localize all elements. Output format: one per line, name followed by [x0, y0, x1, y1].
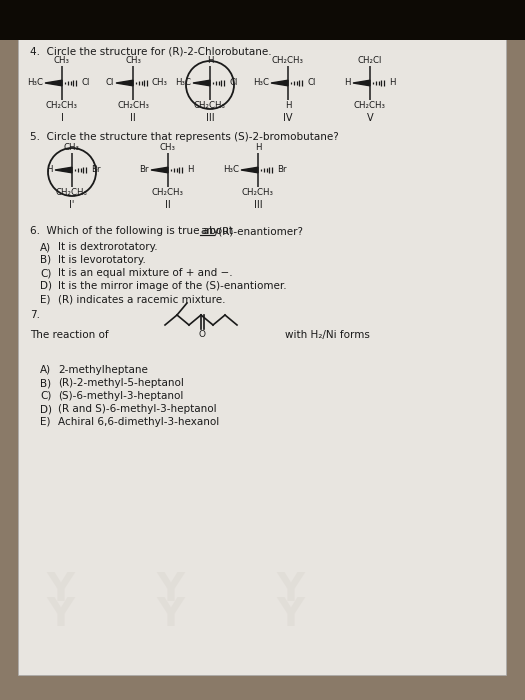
Text: H₃C: H₃C: [27, 78, 43, 87]
Polygon shape: [151, 167, 168, 173]
Text: (R)-2-methyl-5-heptanol: (R)-2-methyl-5-heptanol: [58, 378, 184, 388]
Text: (R and S)-6-methyl-3-heptanol: (R and S)-6-methyl-3-heptanol: [58, 404, 217, 414]
Text: Cl: Cl: [81, 78, 89, 87]
Polygon shape: [241, 167, 258, 173]
Text: It is the mirror image of the (S)-enantiomer.: It is the mirror image of the (S)-enanti…: [58, 281, 287, 291]
Text: CH₃: CH₃: [125, 56, 141, 65]
Text: Y: Y: [156, 571, 184, 609]
Text: 5.  Circle the structure that represents (S)-2-bromobutane?: 5. Circle the structure that represents …: [30, 132, 339, 142]
Text: A): A): [40, 365, 51, 375]
Text: Cl: Cl: [307, 78, 316, 87]
Text: 4.  Circle the structure for (R)-2-Chlorobutane.: 4. Circle the structure for (R)-2-Chloro…: [30, 47, 271, 57]
Text: any: any: [200, 226, 219, 236]
Text: It is levorotatory.: It is levorotatory.: [58, 255, 146, 265]
Text: Y: Y: [156, 596, 184, 634]
Text: I: I: [60, 113, 64, 123]
Text: CH₂Cl: CH₂Cl: [358, 56, 382, 65]
Text: Cl: Cl: [229, 78, 237, 87]
Text: A): A): [40, 242, 51, 252]
Text: C): C): [40, 268, 51, 278]
Polygon shape: [45, 80, 62, 86]
Text: E): E): [40, 294, 50, 304]
Text: CH₂CH₃: CH₂CH₃: [194, 101, 226, 110]
Polygon shape: [55, 167, 72, 173]
Text: CH₂CH₃: CH₂CH₃: [117, 101, 149, 110]
Text: H₃C: H₃C: [223, 165, 239, 174]
Text: CH₂CH₃: CH₂CH₃: [354, 101, 386, 110]
Text: H: H: [47, 165, 53, 174]
Text: D): D): [40, 281, 52, 291]
Text: (S)-6-methyl-3-heptanol: (S)-6-methyl-3-heptanol: [58, 391, 183, 401]
Text: H: H: [207, 56, 213, 65]
Text: II: II: [165, 200, 171, 210]
Text: E): E): [40, 417, 50, 427]
Text: B): B): [40, 378, 51, 388]
Text: 2-methylheptane: 2-methylheptane: [58, 365, 148, 375]
Polygon shape: [193, 80, 210, 86]
Text: II: II: [130, 113, 136, 123]
Text: D): D): [40, 404, 52, 414]
Text: CH₂CH₃: CH₂CH₃: [152, 188, 184, 197]
Text: I': I': [69, 200, 75, 210]
Text: CH₃: CH₃: [160, 143, 176, 152]
Text: H: H: [344, 78, 351, 87]
Text: CH₂CH₃: CH₂CH₃: [56, 188, 88, 197]
Text: It is an equal mixture of + and −.: It is an equal mixture of + and −.: [58, 268, 233, 278]
Polygon shape: [116, 80, 133, 86]
Text: Y: Y: [46, 571, 74, 609]
FancyBboxPatch shape: [0, 0, 525, 40]
Text: Br: Br: [277, 165, 287, 174]
Text: H₃C: H₃C: [175, 78, 191, 87]
Text: H: H: [187, 165, 194, 174]
Text: III: III: [206, 113, 214, 123]
Text: H: H: [255, 143, 261, 152]
Text: CH₂CH₃: CH₂CH₃: [46, 101, 78, 110]
Text: Y: Y: [46, 596, 74, 634]
Text: Achiral 6,6-dimethyl-3-hexanol: Achiral 6,6-dimethyl-3-hexanol: [58, 417, 219, 427]
FancyBboxPatch shape: [18, 37, 506, 675]
Text: CH₂CH₃: CH₂CH₃: [242, 188, 274, 197]
Text: It is dextrorotatory.: It is dextrorotatory.: [58, 242, 158, 252]
Text: 7.: 7.: [30, 310, 40, 320]
Text: CH₃: CH₃: [64, 143, 80, 152]
Text: H₃C: H₃C: [253, 78, 269, 87]
Text: CH₃: CH₃: [54, 56, 70, 65]
Text: O: O: [198, 330, 205, 339]
Text: III: III: [254, 200, 262, 210]
Text: V: V: [366, 113, 373, 123]
Polygon shape: [271, 80, 288, 86]
Text: C): C): [40, 391, 51, 401]
Text: IV: IV: [284, 113, 293, 123]
Text: H: H: [389, 78, 395, 87]
Text: (R) indicates a racemic mixture.: (R) indicates a racemic mixture.: [58, 294, 226, 304]
Text: Cl: Cl: [106, 78, 114, 87]
Text: The reaction of: The reaction of: [30, 330, 109, 340]
Text: Y: Y: [276, 571, 304, 609]
Polygon shape: [353, 80, 370, 86]
Text: Y: Y: [276, 596, 304, 634]
Text: H: H: [285, 101, 291, 110]
Text: Br: Br: [140, 165, 149, 174]
Text: CH₂CH₃: CH₂CH₃: [272, 56, 304, 65]
Text: CH₃: CH₃: [152, 78, 168, 87]
Text: Br: Br: [91, 165, 100, 174]
Text: (R)-enantiomer?: (R)-enantiomer?: [215, 226, 303, 236]
Text: B): B): [40, 255, 51, 265]
Text: 6.  Which of the following is true about: 6. Which of the following is true about: [30, 226, 236, 236]
Text: with H₂/Ni forms: with H₂/Ni forms: [285, 330, 370, 340]
